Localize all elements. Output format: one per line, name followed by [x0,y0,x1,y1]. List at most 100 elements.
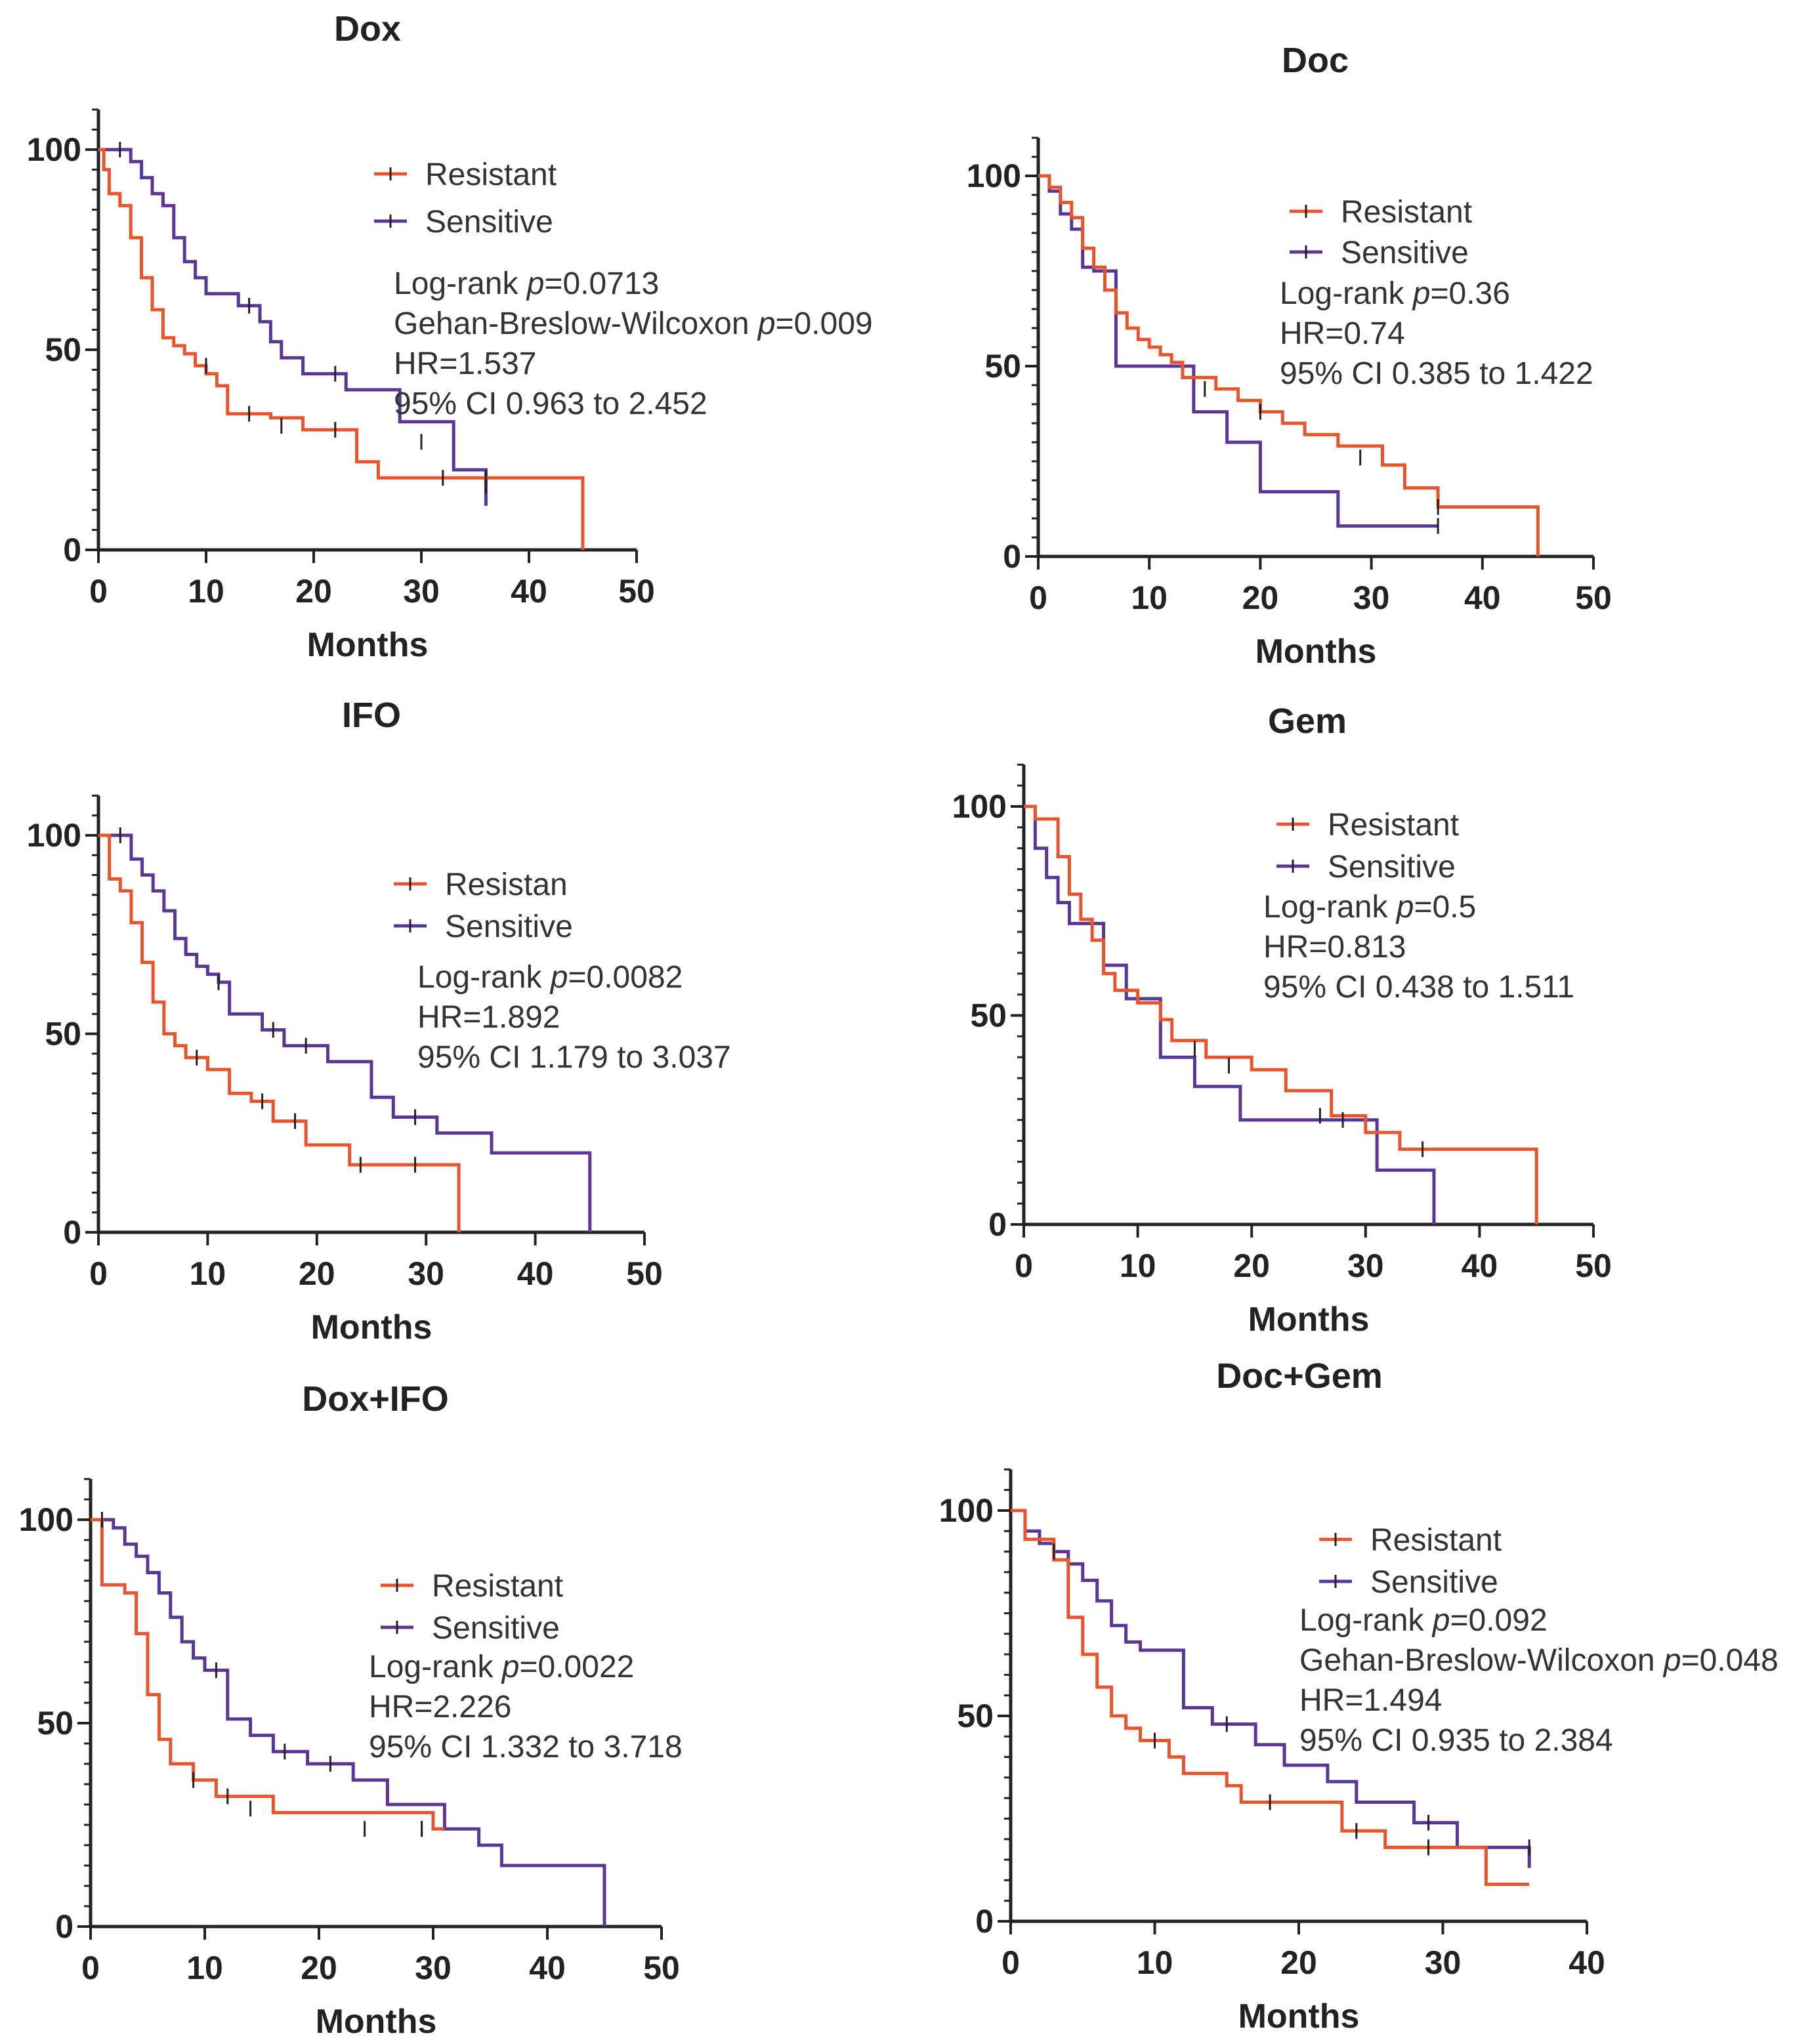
legend-label: Resistant [425,157,557,192]
y-tick-label: 100 [939,1492,994,1529]
km-panel-4: Gem 0 50 100 0 10 20 30 40 50 Months Resistant Sensi… [952,701,1612,1339]
km-panel-2: Doc 0 50 100 0 10 20 30 40 50 Months Resistant Sensi… [967,41,1612,671]
y-tick-label: 0 [63,532,81,568]
x-tick-label: 10 [1131,579,1168,616]
km-panel-1: Dox 0 50 100 0 10 20 30 40 50 Months Resistant Sensi… [27,9,873,664]
stat-line: Log-rank p=0.0082 [417,960,683,995]
km-panel-3: IFO 0 50 100 0 10 20 30 40 50 Months Resistan Sensit… [27,696,731,1346]
x-tick-label: 20 [1280,1944,1317,1981]
legend-label: Resistan [445,867,568,902]
stat-line: Gehan-Breslow-Wilcoxon p=0.048 [1299,1643,1779,1678]
x-tick-label: 30 [415,1950,452,1986]
x-tick-label: 40 [517,1255,554,1292]
x-tick-label: 40 [529,1950,566,1986]
stat-line: HR=1.494 [1299,1683,1442,1718]
stat-line: Log-rank p=0.092 [1299,1603,1548,1638]
x-tick-label: 0 [89,1255,108,1292]
panel-title: Dox [334,9,401,49]
legend-label: Sensitive [1341,236,1469,270]
stat-line: 95% CI 0.385 to 1.422 [1280,356,1593,391]
x-tick-label: 10 [190,1255,226,1292]
x-axis-label: Months [1255,633,1377,671]
y-tick-label: 50 [37,1705,74,1742]
panel-title: Doc [1282,41,1349,80]
survival-curve-sensitive [98,148,488,506]
x-tick-label: 30 [1425,1944,1462,1981]
panel-title: Doc+Gem [1216,1356,1383,1396]
x-tick-label: 20 [299,1255,335,1292]
x-tick-label: 50 [626,1255,663,1292]
x-tick-label: 40 [511,573,547,610]
legend-label: Resistant [1328,808,1459,843]
x-tick-label: 30 [1347,1247,1384,1284]
y-tick-label: 50 [45,331,81,368]
stat-line: HR=0.74 [1280,316,1405,351]
y-tick-label: 100 [19,1501,74,1538]
legend-label: Sensitive [425,205,553,240]
y-tick-label: 0 [988,1206,1007,1243]
x-tick-label: 50 [1575,1247,1612,1284]
x-tick-label: 0 [1015,1247,1033,1284]
x-tick-label: 40 [1462,1247,1498,1284]
x-tick-label: 20 [1233,1247,1270,1284]
x-axis-label: Months [311,1308,432,1346]
x-tick-label: 10 [188,573,224,610]
y-tick-label: 50 [957,1698,994,1734]
panel-title: Dox+IFO [302,1379,449,1419]
y-tick-label: 100 [27,131,81,168]
legend-label: Resistant [1341,195,1472,230]
legend-label: Sensitive [1370,1565,1498,1600]
x-tick-label: 50 [1575,579,1612,616]
survival-curve-sensitive [1038,174,1439,528]
x-tick-label: 0 [81,1950,100,1986]
y-tick-label: 50 [970,997,1007,1034]
x-tick-label: 50 [618,573,655,610]
km-panel-6: Doc+Gem 0 50 100 0 10 20 30 40 Months Resistant Sen… [939,1356,1779,2035]
y-tick-label: 0 [55,1908,74,1945]
survival-curve-resistant [1024,804,1538,1224]
survival-curve-resistan [98,833,461,1232]
stat-line: HR=1.537 [394,346,536,381]
stat-line: HR=0.813 [1263,930,1406,965]
x-axis-label: Months [1238,1997,1360,2035]
stat-line: 95% CI 0.963 to 2.452 [394,386,707,421]
y-tick-label: 0 [975,1903,994,1940]
stat-line: 95% CI 1.179 to 3.037 [417,1040,731,1075]
y-tick-label: 100 [27,817,81,854]
stat-line: 95% CI 1.332 to 3.718 [369,1730,683,1764]
stat-line: Gehan-Breslow-Wilcoxon p=0.009 [394,306,873,341]
y-tick-label: 50 [45,1016,81,1053]
x-tick-label: 20 [301,1950,337,1986]
stat-line: Log-rank p=0.0022 [369,1650,634,1684]
panel-title: IFO [342,696,401,735]
survival-curve-resistant [91,1518,445,1831]
x-axis-label: Months [1248,1301,1370,1339]
y-tick-label: 0 [1003,538,1021,575]
x-tick-label: 30 [1353,579,1390,616]
x-tick-label: 50 [643,1950,680,1986]
x-tick-label: 10 [1137,1944,1173,1981]
x-tick-label: 30 [403,573,440,610]
legend-label: Resistant [1370,1523,1502,1558]
x-tick-label: 20 [295,573,332,610]
legend-label: Sensitive [445,909,573,944]
x-tick-label: 0 [89,573,108,610]
survival-curve-sensitive [1011,1509,1531,1868]
stat-line: 95% CI 0.438 to 1.511 [1263,970,1574,1005]
x-tick-label: 10 [1120,1247,1156,1284]
legend-label: Sensitive [1328,850,1456,885]
legend-label: Sensitive [432,1611,560,1646]
survival-curve-resistant [1038,174,1540,556]
x-tick-label: 20 [1242,579,1279,616]
x-tick-label: 10 [186,1950,223,1986]
x-tick-label: 0 [1029,579,1047,616]
x-axis-label: Months [316,2003,437,2041]
km-panel-5: Dox+IFO 0 50 100 0 10 20 30 40 50 Months Resistant S… [19,1379,683,2041]
survival-curve-resistant [98,148,585,550]
panel-title: Gem [1268,701,1347,741]
x-tick-label: 40 [1464,579,1501,616]
stat-line: HR=2.226 [369,1690,511,1724]
x-tick-label: 40 [1569,1944,1605,1981]
stat-line: 95% CI 0.935 to 2.384 [1299,1723,1613,1758]
